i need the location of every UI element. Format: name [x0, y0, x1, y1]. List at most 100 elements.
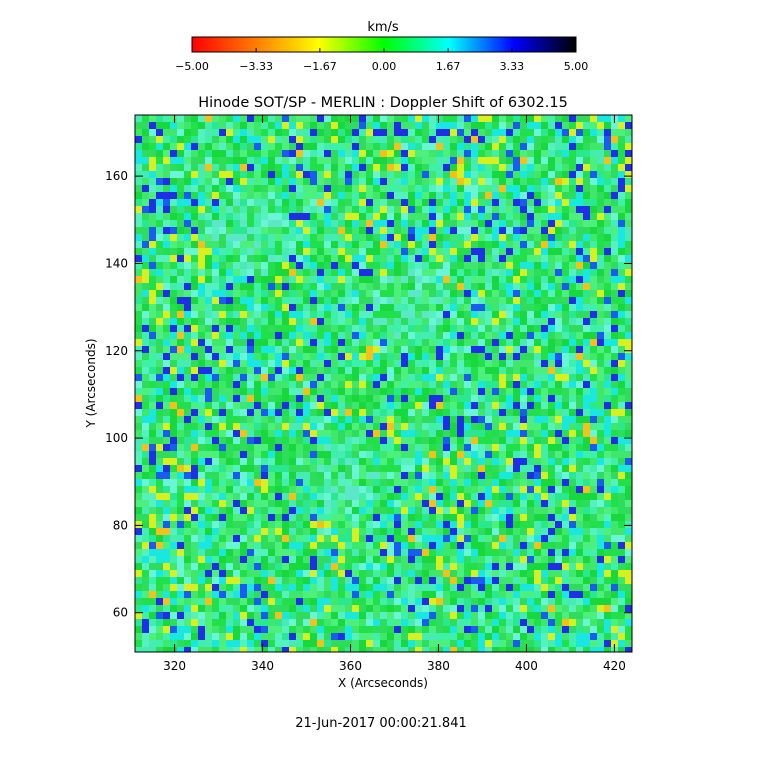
heatmap-cell [457, 514, 464, 521]
heatmap-cell [401, 143, 408, 151]
heatmap-cell [597, 556, 604, 564]
heatmap-cell [198, 493, 205, 501]
heatmap-cell [268, 248, 276, 256]
heatmap-cell [212, 241, 219, 248]
heatmap-cell [275, 493, 282, 501]
heatmap-cell [436, 150, 444, 158]
heatmap-cell [429, 402, 436, 410]
heatmap-cell [394, 514, 401, 521]
heatmap-cell [296, 486, 303, 494]
heatmap-cell [233, 339, 240, 346]
heatmap-cell [310, 164, 318, 172]
heatmap-cell [548, 332, 555, 339]
heatmap-cell [527, 122, 535, 129]
heatmap-cell [576, 262, 583, 269]
heatmap-cell [464, 192, 471, 200]
heatmap-cell [380, 402, 388, 409]
heatmap-cell [380, 570, 388, 577]
heatmap-cell [548, 402, 556, 410]
heatmap-cell [163, 311, 170, 318]
heatmap-cell [548, 269, 556, 277]
heatmap-cell [170, 381, 178, 389]
heatmap-cell [163, 584, 170, 592]
heatmap-cell [303, 381, 310, 389]
heatmap-cell [261, 521, 269, 528]
heatmap-cell [499, 423, 507, 430]
heatmap-cell [534, 150, 542, 158]
heatmap-cell [527, 570, 534, 578]
heatmap-cell [513, 178, 521, 185]
heatmap-cell [443, 493, 451, 500]
heatmap-cell [163, 129, 170, 136]
heatmap-cell [548, 290, 556, 297]
heatmap-cell [429, 577, 437, 585]
heatmap-cell [331, 227, 339, 235]
heatmap-cell [198, 521, 205, 529]
heatmap-cell [352, 171, 360, 178]
heatmap-cell [562, 486, 569, 493]
heatmap-cell [352, 479, 360, 486]
heatmap-cell [625, 269, 632, 276]
heatmap-cell [254, 423, 261, 430]
heatmap-cell [450, 332, 458, 339]
heatmap-cell [373, 528, 381, 535]
heatmap-cell [394, 500, 401, 508]
heatmap-cell [506, 185, 514, 192]
heatmap-cell [317, 430, 325, 438]
heatmap-cell [170, 185, 177, 193]
heatmap-cell [170, 493, 178, 501]
heatmap-cell [387, 367, 394, 374]
heatmap-cell [233, 458, 240, 466]
heatmap-cell [156, 304, 164, 312]
heatmap-cell [324, 185, 332, 193]
heatmap-cell [268, 472, 275, 480]
heatmap-cell [569, 283, 576, 291]
heatmap-cell [303, 129, 311, 136]
heatmap-cell [583, 444, 591, 452]
heatmap-cell [443, 514, 450, 522]
heatmap-cell [401, 234, 408, 241]
heatmap-cell [555, 486, 562, 493]
heatmap-cell [198, 458, 205, 465]
heatmap-cell [548, 206, 555, 213]
heatmap-cell [408, 269, 416, 277]
heatmap-cell [590, 521, 598, 528]
heatmap-cell [534, 199, 542, 207]
heatmap-cell [527, 577, 534, 585]
heatmap-cell [618, 164, 626, 171]
heatmap-cell [177, 423, 185, 430]
heatmap-cell [387, 129, 395, 136]
heatmap-cell [569, 367, 576, 374]
heatmap-cell [408, 241, 416, 249]
heatmap-cell [450, 458, 457, 465]
heatmap-cell [422, 493, 429, 501]
heatmap-cell [611, 458, 619, 466]
colorbar-tick-label: −1.67 [303, 60, 337, 73]
heatmap-cell [352, 311, 360, 318]
heatmap-cell [366, 388, 373, 396]
heatmap-cell [310, 388, 318, 396]
heatmap-cell [170, 150, 178, 157]
heatmap-cell [219, 409, 227, 416]
heatmap-cell [205, 416, 213, 423]
heatmap-cell [422, 262, 430, 269]
heatmap-cell [373, 535, 380, 543]
heatmap-cell [191, 577, 199, 584]
heatmap-cell [177, 388, 185, 396]
heatmap-cell [380, 234, 387, 241]
heatmap-cell [590, 157, 597, 164]
heatmap-cell [135, 388, 143, 396]
heatmap-cell [149, 311, 156, 319]
heatmap-cell [394, 451, 402, 458]
heatmap-cell [408, 262, 415, 270]
heatmap-cell [338, 234, 345, 242]
heatmap-cell [275, 213, 283, 221]
heatmap-cell [527, 514, 534, 521]
heatmap-cell [485, 444, 493, 452]
heatmap-cell [401, 570, 409, 577]
heatmap-cell [268, 479, 275, 487]
heatmap-cell [625, 276, 632, 284]
heatmap-cell [247, 430, 254, 437]
heatmap-cell [324, 563, 331, 570]
heatmap-cell [345, 437, 352, 445]
